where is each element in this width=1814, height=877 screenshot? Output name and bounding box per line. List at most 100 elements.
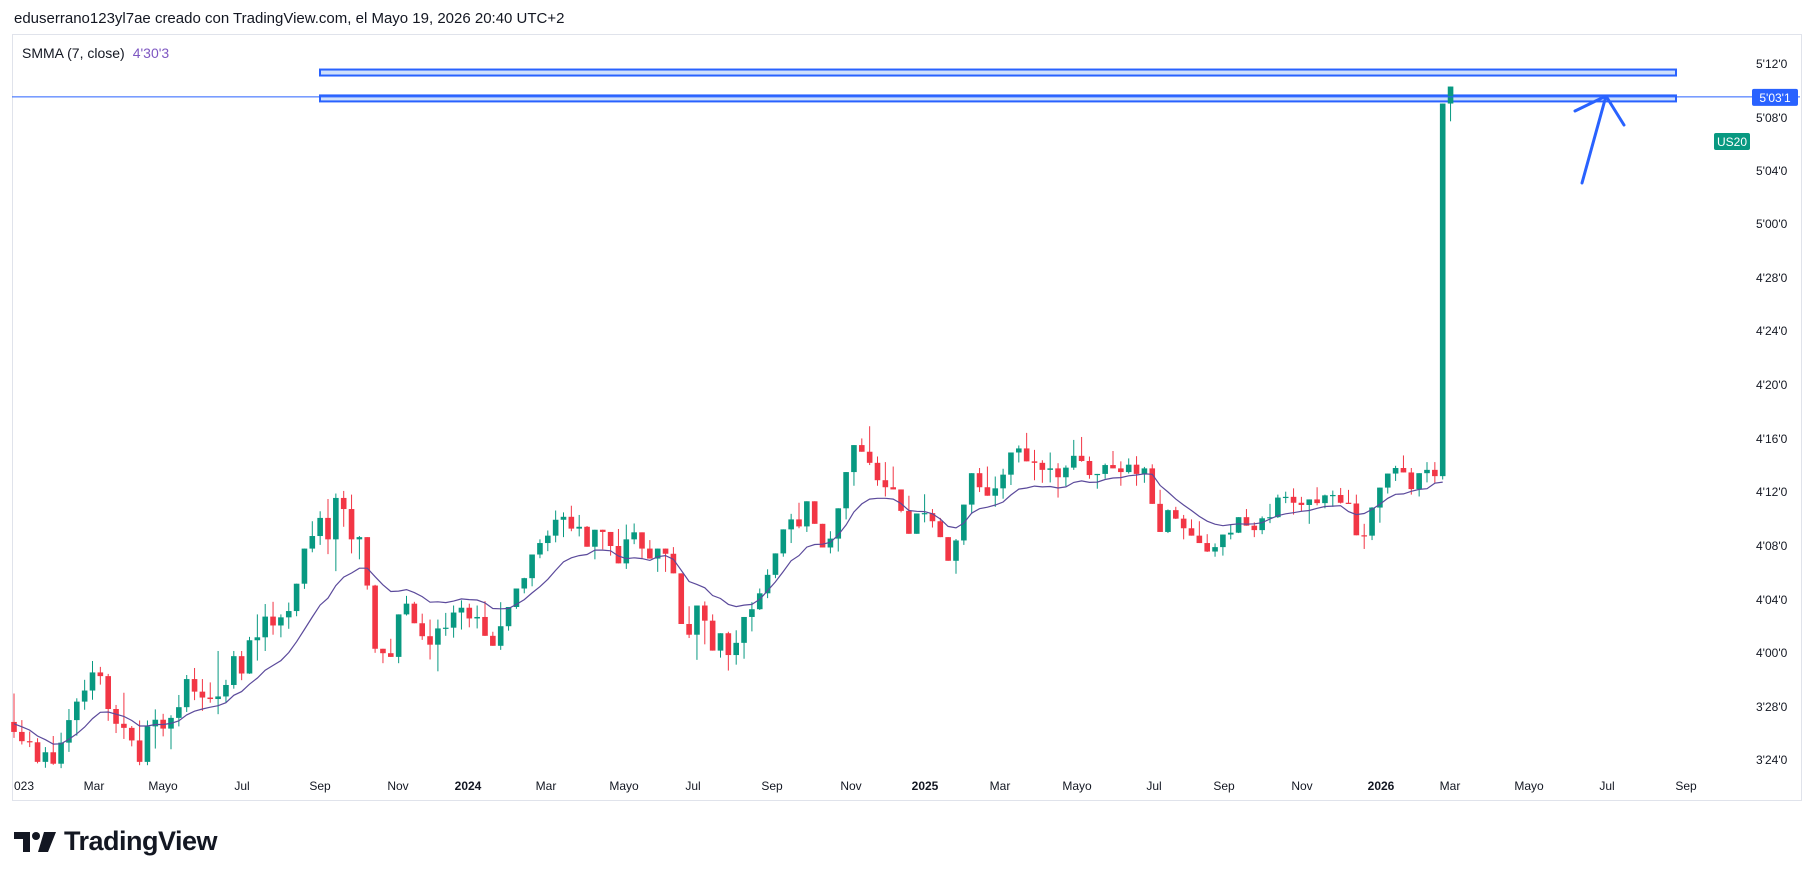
candle-body <box>1078 455 1085 461</box>
candle <box>702 601 708 645</box>
y-tick-label: 4'08'0 <box>1756 539 1788 553</box>
candle <box>411 601 418 624</box>
candle <box>474 605 480 629</box>
candle <box>843 472 849 520</box>
candle-body <box>859 445 865 452</box>
candle <box>1424 462 1430 483</box>
candle-body <box>1008 452 1014 475</box>
chart-frame <box>12 34 1802 801</box>
candle <box>725 631 732 671</box>
candle <box>647 540 653 559</box>
candle <box>1361 523 1367 549</box>
x-tick-label: Mar <box>536 779 557 793</box>
candle <box>968 473 975 514</box>
candle-body <box>717 633 724 651</box>
candle <box>584 526 590 547</box>
smma-line <box>13 473 1443 745</box>
brand-logo[interactable]: TradingView <box>14 826 218 857</box>
candle-body <box>270 616 276 626</box>
candle-body <box>882 480 889 488</box>
y-tick-label: 5'08'0 <box>1756 111 1788 125</box>
candle <box>906 495 912 534</box>
candle-body <box>285 611 292 618</box>
candle <box>1227 524 1234 540</box>
candle-body <box>136 740 143 762</box>
candle-body <box>545 535 551 544</box>
candle-body <box>66 720 72 743</box>
candle-body <box>788 519 794 530</box>
candle <box>686 606 692 639</box>
candle <box>1392 465 1399 481</box>
indicator-legend[interactable]: SMMA (7, close) 4'30'3 <box>22 45 169 61</box>
candle-body <box>50 752 57 764</box>
candle-body <box>1314 499 1320 504</box>
candle <box>654 548 661 572</box>
candle <box>215 650 221 715</box>
candle-body <box>741 616 747 643</box>
candle-body <box>756 593 763 610</box>
candle <box>1212 543 1218 557</box>
y-tick-label: 5'12'0 <box>1756 57 1788 71</box>
candle-body <box>976 473 983 488</box>
candle-body <box>921 513 928 515</box>
candle <box>128 726 135 747</box>
candle <box>317 511 323 545</box>
candle <box>1063 465 1069 487</box>
candle-body <box>458 607 465 613</box>
resistance-zone-2[interactable] <box>319 94 1677 103</box>
candle-body <box>937 521 944 538</box>
candle <box>599 529 606 550</box>
candle-body <box>647 548 653 559</box>
candle <box>811 501 818 524</box>
candle <box>780 529 787 557</box>
candle-body <box>419 623 425 637</box>
candle <box>639 532 645 559</box>
x-tick-label: Jul <box>234 779 249 793</box>
candle <box>89 660 96 700</box>
candle <box>576 514 582 537</box>
candle-body <box>599 529 606 532</box>
candle-body <box>113 709 119 724</box>
x-tick-label: Nov <box>1291 779 1312 793</box>
candle-body <box>144 726 151 762</box>
candle <box>1023 432 1030 462</box>
candle-body <box>1345 502 1352 504</box>
candle <box>11 693 17 738</box>
candle-body <box>26 741 33 743</box>
candle <box>552 510 559 543</box>
candle <box>1180 514 1187 540</box>
candle <box>1298 496 1305 512</box>
candle <box>631 523 637 545</box>
candle-body <box>1275 497 1281 518</box>
candle-body <box>317 517 323 537</box>
candle <box>796 502 802 529</box>
candle-body <box>521 578 528 589</box>
candle <box>152 709 159 749</box>
candle-body <box>772 553 779 575</box>
candle-body <box>984 487 991 496</box>
candle-body <box>1086 460 1093 476</box>
candle-body <box>427 636 433 645</box>
candle-body <box>482 616 488 636</box>
candle-body <box>231 656 237 685</box>
y-tick-label: 4'04'0 <box>1756 593 1788 607</box>
candle-body <box>97 672 104 677</box>
candle <box>898 489 904 513</box>
candle-body <box>1149 468 1156 504</box>
candle-body <box>1055 468 1061 478</box>
x-tick-label: Mar <box>990 779 1011 793</box>
candle-body <box>953 540 959 561</box>
resistance-zone-1[interactable] <box>319 68 1677 77</box>
candle <box>1314 487 1320 506</box>
x-tick-label: 2024 <box>455 779 482 793</box>
x-tick-label: Mar <box>84 779 105 793</box>
y-tick-label: 4'24'0 <box>1756 324 1788 338</box>
x-tick-label: Sep <box>761 779 783 793</box>
candle <box>1196 521 1203 544</box>
candle <box>1016 445 1022 463</box>
candle <box>505 606 512 631</box>
candle-body <box>678 573 685 624</box>
candle-body <box>1110 465 1116 469</box>
candle <box>1432 462 1438 483</box>
